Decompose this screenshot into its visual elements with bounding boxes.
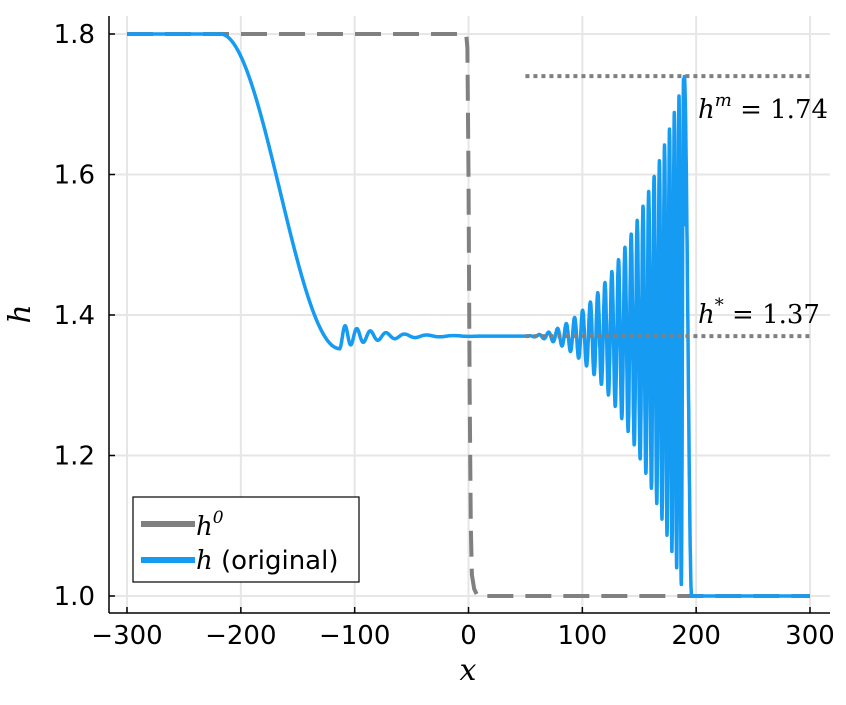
tick-labels: −300 −200 −100 0 100 200 300 1.0 1.2 1.4 1.6 1.8 <box>54 20 835 651</box>
x-axis-label: x <box>460 653 477 688</box>
legend-h0-superscript: 0 <box>213 508 224 528</box>
annotation-hstar-symbol: h <box>698 300 715 330</box>
x-tick-label: 0 <box>460 621 477 651</box>
annotation-hstar-text: = 1.37 <box>724 300 820 330</box>
annotation-hstar: h* = 1.37 <box>698 295 820 330</box>
series-h0-line <box>127 32 810 598</box>
x-tick-label: 300 <box>785 621 835 651</box>
y-tick-label: 1.6 <box>54 161 95 191</box>
legend-h0-symbol: h <box>196 512 213 542</box>
annotation-hm-superscript: m <box>715 90 732 111</box>
y-tick-label: 1.2 <box>54 442 95 472</box>
legend-h-text: (original) <box>213 546 339 576</box>
x-tick-label: −100 <box>319 621 390 651</box>
legend-entry-h: h (original) <box>196 546 338 576</box>
legend-entry-h0: h0 <box>196 508 224 542</box>
x-tick-label: 200 <box>671 621 721 651</box>
y-tick-label: 1.8 <box>54 20 95 50</box>
annotation-hstar-superscript: * <box>715 295 724 316</box>
legend-box <box>132 496 360 583</box>
x-tick-label: −200 <box>205 621 276 651</box>
y-tick-label: 1.4 <box>54 301 95 331</box>
axes <box>108 16 830 614</box>
series-layer <box>125 32 812 598</box>
x-tick-label: −300 <box>91 621 162 651</box>
annotation-hm-text: = 1.74 <box>732 95 828 125</box>
y-axis-label: h <box>3 304 38 323</box>
annotation-hm-symbol: h <box>698 95 715 125</box>
legend: h0 h (original) <box>132 496 360 583</box>
annotation-hm: hm = 1.74 <box>698 90 828 125</box>
y-tick-label: 1.0 <box>54 582 95 612</box>
x-tick-label: 100 <box>558 621 608 651</box>
legend-h-symbol: h <box>196 546 213 576</box>
series-h-original-line <box>125 32 812 598</box>
